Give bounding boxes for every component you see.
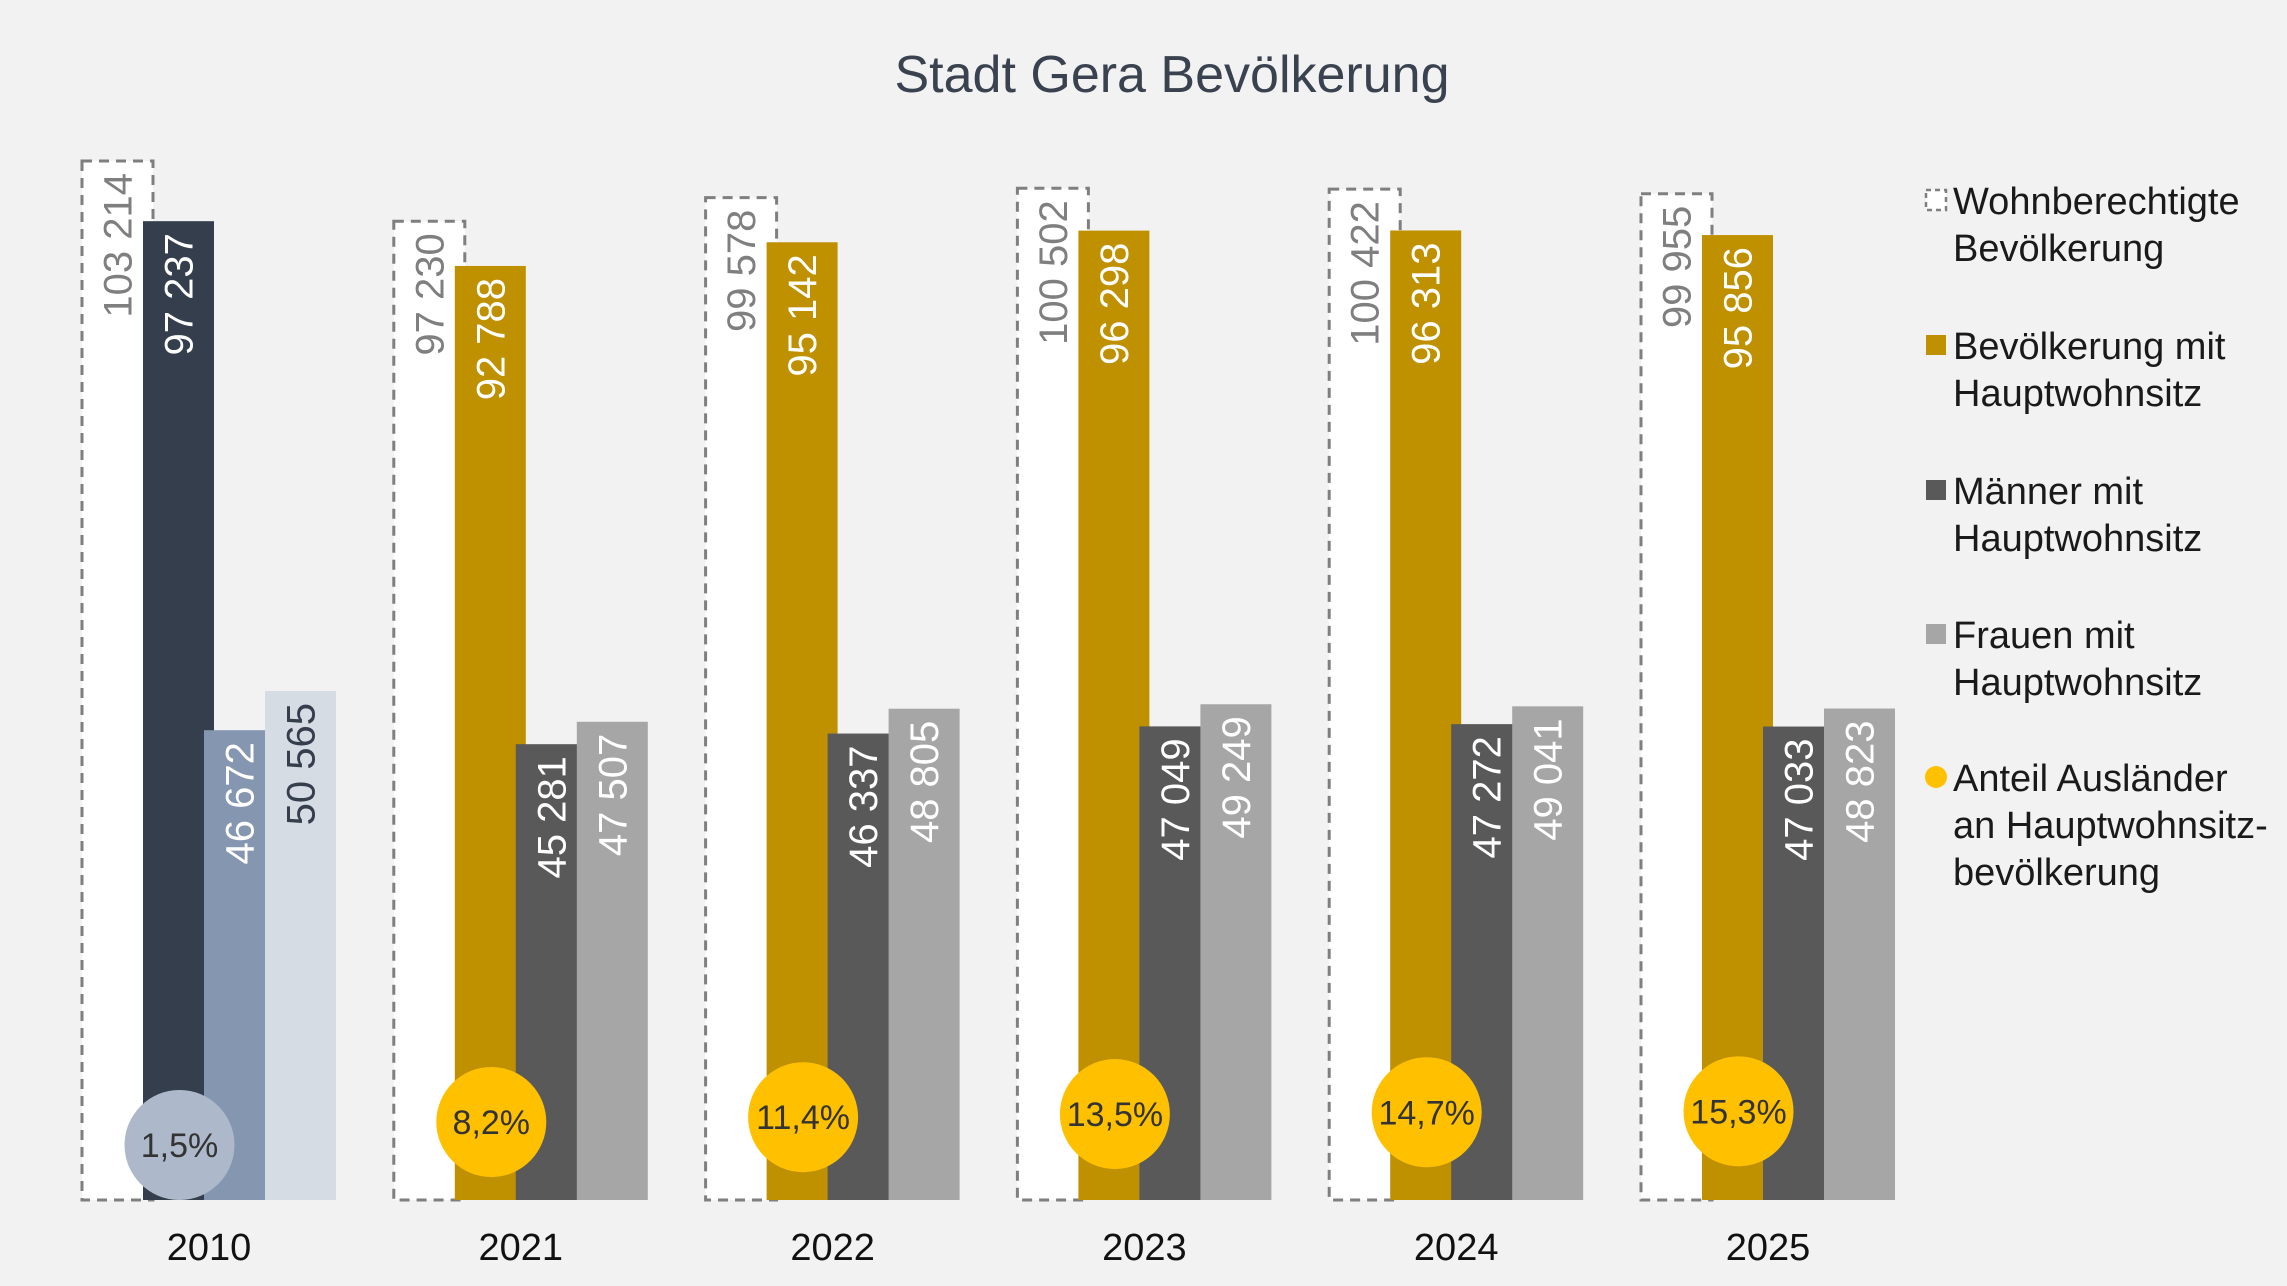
legend-label: Bevölkerung — [1953, 228, 2164, 270]
bar-value-label: 103 214 — [97, 173, 141, 318]
chart-title: Stadt Gera Bevölkerung — [895, 46, 1450, 104]
bar-value-label: 95 856 — [1717, 247, 1761, 369]
bar-value-label: 45 281 — [530, 756, 574, 878]
x-tick-label: 2021 — [479, 1227, 564, 1269]
bar-value-label: 50 565 — [280, 703, 324, 825]
x-tick-label: 2010 — [167, 1227, 252, 1269]
bar-value-label: 47 507 — [591, 734, 635, 856]
foreign-share-dot — [748, 1062, 859, 1173]
bar-value-label: 99 578 — [720, 210, 764, 332]
bar-4-2023 — [1200, 704, 1272, 1200]
bar-2-2023 — [1078, 230, 1150, 1201]
bar-value-label: 48 823 — [1839, 721, 1883, 843]
foreign-share-dot — [1683, 1056, 1794, 1167]
bar-4-2021 — [576, 721, 648, 1200]
foreign-share-label: 11,4% — [756, 1099, 850, 1137]
bar-value-label: 95 142 — [781, 254, 825, 376]
x-tick-label: 2024 — [1414, 1227, 1499, 1269]
legend-label: Männer mit — [1953, 471, 2143, 513]
bar-value-label: 47 049 — [1154, 738, 1198, 860]
bar-1-2024 — [1327, 187, 1402, 1202]
bar-value-label: 99 955 — [1656, 206, 1700, 328]
foreign-share-dot — [1371, 1057, 1482, 1168]
foreign-share-label: 14,7% — [1378, 1094, 1474, 1132]
x-tick-label: 2023 — [1102, 1227, 1187, 1269]
foreign-share-dot — [1059, 1059, 1170, 1170]
bar-4-2022 — [888, 708, 960, 1200]
bar-1-2025 — [1639, 192, 1714, 1202]
bar-1-2010 — [80, 159, 155, 1202]
legend-label: bevölkerung — [1953, 852, 2160, 894]
bar-value-label: 46 672 — [219, 742, 263, 864]
bar-value-label: 97 237 — [158, 233, 202, 355]
bar-value-label: 47 272 — [1466, 736, 1510, 858]
bar-1-2021 — [392, 219, 467, 1202]
bars-group: 103 214 97 237 46 672 50 565 1,5% 2010 97 230 9… — [80, 159, 1895, 1269]
bar-2-2021 — [454, 265, 526, 1200]
x-tick-label: 2025 — [1726, 1227, 1811, 1269]
foreign-share-label: 1,5% — [141, 1127, 219, 1165]
legend: Wohnberechtigte Bevölkerung Bevölkerung mi… — [1924, 181, 2268, 894]
bar-value-label: 48 805 — [903, 721, 947, 843]
bar-value-label: 47 033 — [1778, 739, 1822, 861]
legend-marker — [1926, 624, 1946, 644]
bar-value-label: 49 249 — [1215, 716, 1259, 838]
bar-value-label: 96 298 — [1093, 243, 1137, 365]
legend-label: Anteil Ausländer — [1953, 758, 2228, 800]
bar-4-2025 — [1824, 708, 1895, 1200]
legend-label: an Hauptwohnsitz- — [1953, 805, 2268, 847]
legend-label: Frauen mit — [1953, 615, 2135, 657]
foreign-share-label: 8,2% — [453, 1104, 531, 1142]
foreign-share-label: 13,5% — [1067, 1096, 1163, 1134]
bar-2-2022 — [766, 242, 838, 1201]
legend-label: Bevölkerung mit — [1953, 326, 2226, 368]
foreign-share-dot — [124, 1090, 235, 1200]
bar-4-2024 — [1512, 706, 1584, 1200]
bar-2-2024 — [1390, 230, 1462, 1200]
legend-label: Hauptwohnsitz — [1953, 518, 2202, 560]
bar-1-2022 — [704, 196, 779, 1202]
legend-marker — [1925, 766, 1947, 788]
bar-value-label: 96 313 — [1405, 242, 1449, 364]
foreign-share-dot — [436, 1067, 547, 1177]
bar-value-label: 46 337 — [842, 746, 886, 868]
x-tick-label: 2022 — [790, 1227, 875, 1269]
foreign-share-label: 15,3% — [1690, 1093, 1786, 1131]
bar-1-2023 — [1015, 186, 1090, 1202]
legend-marker — [1926, 335, 1946, 355]
bar-2-2025 — [1702, 235, 1773, 1201]
bar-4-2010 — [265, 690, 336, 1200]
bar-value-label: 100 422 — [1344, 201, 1388, 346]
legend-label: Wohnberechtigte — [1953, 181, 2240, 223]
legend-label: Hauptwohnsitz — [1953, 662, 2202, 704]
legend-label: Hauptwohnsitz — [1953, 373, 2202, 415]
bar-value-label: 97 230 — [408, 233, 452, 355]
legend-marker — [1926, 480, 1946, 500]
legend-marker — [1924, 188, 1948, 212]
bar-2-2010 — [143, 221, 214, 1201]
bar-value-label: 92 788 — [469, 278, 513, 400]
bar-value-label: 49 041 — [1527, 718, 1571, 840]
bar-value-label: 100 502 — [1032, 200, 1076, 345]
